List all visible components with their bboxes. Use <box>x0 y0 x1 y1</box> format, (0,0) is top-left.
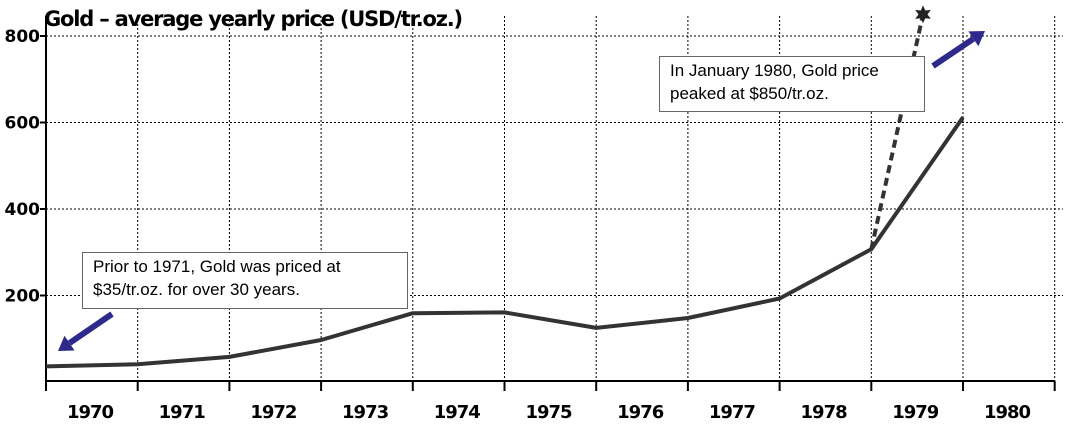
arrow-shaft <box>67 311 114 346</box>
arrow-shaft <box>931 36 976 69</box>
x-tick-label: 1978 <box>801 402 848 423</box>
y-tick-label: 400 <box>5 200 41 220</box>
annotation-1971-line-2: $35/tr.oz. for over 30 years. <box>93 280 300 299</box>
projection-line <box>869 13 925 250</box>
series-group <box>45 5 965 369</box>
x-tick-label: 1980 <box>984 402 1031 423</box>
x-tick-label: 1977 <box>709 402 756 423</box>
chart-title: Gold – average yearly price (USD/tr.oz.) <box>44 7 462 31</box>
tick-labels: 200 400 600 800 1970 1971 1972 1973 1974 1975 1976… <box>5 27 1032 423</box>
y-tick-label: 600 <box>5 114 41 134</box>
x-tick-label: 1976 <box>617 402 664 423</box>
x-tick-label: 1975 <box>525 402 572 423</box>
annotation-1980-line-1: In January 1980, Gold price <box>670 61 879 80</box>
annotation-arrows <box>58 31 985 351</box>
arrow-head <box>58 335 75 351</box>
axes <box>40 16 1056 391</box>
x-tick-label: 1972 <box>250 402 296 423</box>
annotation-1971-line-1: Prior to 1971, Gold was priced at <box>93 257 341 276</box>
arrow-to-1970 <box>58 311 114 351</box>
x-tick-label: 1974 <box>434 402 481 423</box>
x-tick-label: 1973 <box>342 402 389 423</box>
arrow-head <box>968 31 985 47</box>
y-tick-label: 800 <box>5 27 41 47</box>
annotation-1980-line-2: peaked at $850/tr.oz. <box>670 84 829 103</box>
x-tick-label: 1970 <box>67 402 114 423</box>
x-tick-label: 1971 <box>159 402 206 423</box>
annotation-1971: Prior to 1971, Gold was priced at $35/tr… <box>82 252 408 309</box>
arrow-to-peak <box>931 31 985 69</box>
annotation-1980: In January 1980, Gold price peaked at $8… <box>659 56 925 112</box>
series-line <box>45 116 965 369</box>
peak-star-marker <box>915 5 931 24</box>
y-tick-label: 200 <box>5 287 41 307</box>
x-tick-label: 1979 <box>892 402 939 423</box>
